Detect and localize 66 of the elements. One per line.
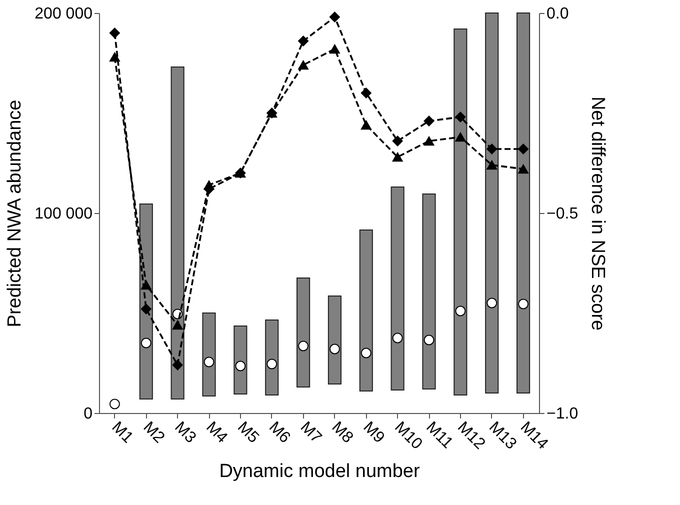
point <box>392 152 403 162</box>
point <box>109 52 120 62</box>
point <box>140 304 152 314</box>
point <box>329 344 340 354</box>
y2-tick-label: −0.5 <box>546 206 578 222</box>
bar <box>328 296 342 384</box>
y-axis-title: Predicted NWA abundance <box>4 100 26 328</box>
point <box>518 144 529 154</box>
bar <box>234 326 248 394</box>
y2-tick-label: −1.0 <box>546 406 578 422</box>
x-tick-label: M7 <box>296 418 325 447</box>
y-tick-label: 100 000 <box>34 206 93 222</box>
point <box>424 334 434 346</box>
point <box>204 180 214 190</box>
bar <box>296 278 310 388</box>
bar <box>265 320 279 396</box>
point <box>486 298 498 308</box>
point <box>424 116 434 126</box>
point <box>360 348 372 358</box>
bar <box>170 66 184 400</box>
y2-axis-title: Net difference in NSE score <box>587 96 608 331</box>
x-tick-label: M6 <box>265 418 294 447</box>
point <box>486 144 498 154</box>
y-tick-label: 200 000 <box>34 6 93 22</box>
x-tick-label: M4 <box>202 418 230 447</box>
point <box>172 320 183 330</box>
point <box>518 298 529 310</box>
bar <box>390 186 404 390</box>
point <box>392 136 403 146</box>
point <box>518 164 529 174</box>
point <box>455 112 466 122</box>
bar <box>202 312 216 396</box>
x-tick-label: M3 <box>171 418 200 447</box>
x-axis-title: Dynamic model number <box>219 461 420 482</box>
x-tick-label: M2 <box>140 418 168 447</box>
y2-tick-label: 0.0 <box>546 6 569 22</box>
x-tick-label: M10 <box>391 418 426 453</box>
bar <box>422 194 436 390</box>
point <box>360 88 372 98</box>
point <box>360 120 372 130</box>
point <box>392 332 403 344</box>
point <box>298 60 309 70</box>
point <box>172 360 183 370</box>
point <box>329 44 340 54</box>
point <box>140 338 152 348</box>
point <box>109 28 120 38</box>
x-tick-label: M5 <box>234 418 262 447</box>
point <box>455 132 466 142</box>
bar <box>516 12 530 394</box>
point <box>204 356 214 368</box>
x-tick-label: M8 <box>328 418 356 447</box>
point <box>455 306 466 316</box>
point <box>298 340 309 352</box>
bar <box>454 28 468 396</box>
x-tick-label: M9 <box>360 418 388 447</box>
point <box>486 160 498 170</box>
point <box>235 360 246 372</box>
bar <box>485 12 499 394</box>
y-tick-label: 0 <box>84 406 93 422</box>
point <box>140 280 152 290</box>
x-tick-label: M1 <box>108 418 136 447</box>
point <box>329 12 340 22</box>
point <box>298 36 309 46</box>
point <box>424 136 434 146</box>
bar <box>359 230 373 392</box>
point <box>266 358 278 370</box>
